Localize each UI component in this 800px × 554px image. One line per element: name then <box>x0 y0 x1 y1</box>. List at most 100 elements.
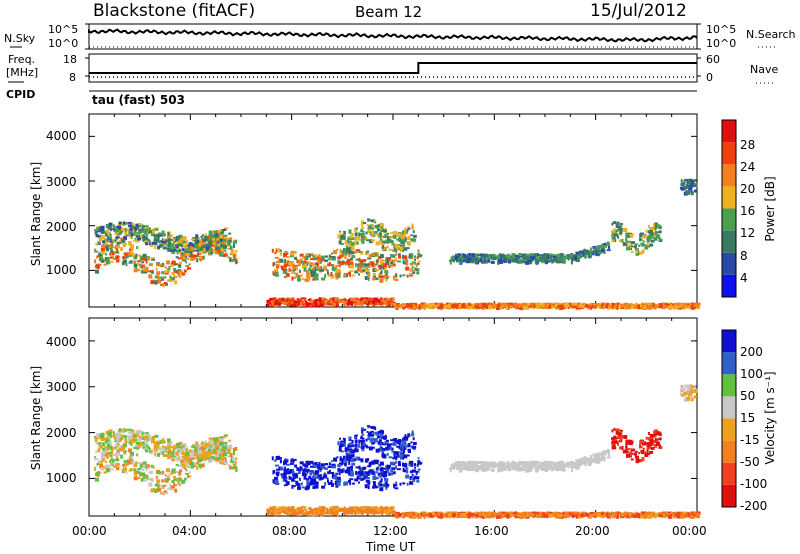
power-echo <box>290 253 295 256</box>
power-echo <box>232 249 235 254</box>
power-echo <box>573 254 577 258</box>
velocity-echo <box>277 511 282 514</box>
power-echo <box>217 243 221 247</box>
velocity-echo <box>293 509 296 512</box>
velocity-echo <box>305 510 308 513</box>
velocity-echo <box>148 434 151 437</box>
velocity-echo <box>116 467 119 471</box>
power-echo <box>222 228 227 231</box>
velocity-echo <box>402 437 405 442</box>
velocity-echo <box>471 461 475 465</box>
power-echo <box>169 239 173 241</box>
velocity-echo <box>126 435 130 439</box>
power-echo <box>449 260 452 265</box>
velocity-echo <box>388 509 392 513</box>
velocity-echo <box>185 455 190 459</box>
power-echo <box>214 234 218 238</box>
power-echo <box>403 242 405 246</box>
power-echo <box>171 249 176 254</box>
power-echo <box>656 231 659 234</box>
power-echo <box>385 277 388 282</box>
power-echo <box>379 297 383 302</box>
power-echo <box>543 254 546 258</box>
velocity-echo <box>160 472 163 475</box>
power-echo <box>328 254 331 258</box>
velocity-echo <box>314 470 318 475</box>
power-echo <box>597 252 602 255</box>
velocity-echo <box>356 458 360 461</box>
velocity-echo <box>278 506 282 510</box>
velocity-echo <box>390 506 395 511</box>
power-echo <box>335 269 338 274</box>
velocity-echo <box>119 435 122 439</box>
velocity-echo <box>386 439 389 442</box>
velocity-echo <box>111 435 116 438</box>
power-echo <box>337 256 342 260</box>
power-echo <box>203 236 208 241</box>
power-echo <box>127 241 132 246</box>
velocity-echo <box>183 477 187 481</box>
power-echo <box>359 267 362 271</box>
power-echo <box>382 240 386 244</box>
power-echo <box>471 259 475 264</box>
velocity-echo <box>317 474 322 478</box>
velocity-echo <box>221 449 226 453</box>
power-echo <box>653 223 655 227</box>
power-echo <box>511 253 515 258</box>
power-echo <box>143 240 148 244</box>
power-echo <box>235 249 238 253</box>
power-echo <box>649 243 654 247</box>
velocity-echo <box>304 464 309 468</box>
power-echo <box>314 254 318 258</box>
power-echo <box>344 303 347 306</box>
velocity-echo <box>577 463 581 467</box>
velocity-echo <box>142 441 145 446</box>
velocity-echo <box>176 442 181 446</box>
power-echo <box>289 268 292 272</box>
power-echo <box>384 233 387 237</box>
power-echo <box>285 302 289 306</box>
velocity-echo <box>109 445 112 450</box>
power-echo <box>193 257 197 260</box>
power-echo <box>128 234 132 238</box>
power-echo <box>477 257 481 262</box>
power-echo <box>645 229 648 233</box>
velocity-echo <box>415 476 420 480</box>
velocity-echo <box>321 509 326 513</box>
velocity-echo <box>188 449 192 453</box>
velocity-echo <box>203 455 206 460</box>
velocity-echo <box>396 440 401 444</box>
velocity-echo <box>371 460 375 464</box>
power-echo <box>111 243 114 247</box>
velocity-echo <box>205 454 210 458</box>
velocity-echo <box>456 465 459 468</box>
velocity-echo <box>592 453 597 457</box>
velocity-echo <box>394 487 399 490</box>
velocity-echo <box>326 477 329 480</box>
power-echo <box>386 232 389 235</box>
power-echo <box>164 270 168 274</box>
velocity-echo <box>504 466 509 470</box>
velocity-echo <box>177 449 180 452</box>
power-echo <box>618 225 623 228</box>
power-echo <box>490 258 494 261</box>
velocity-echo <box>648 442 652 447</box>
velocity-echo <box>314 484 319 489</box>
velocity-echo <box>286 508 289 511</box>
power-echo <box>279 301 282 304</box>
velocity-echo <box>412 437 415 441</box>
velocity-echo <box>611 446 615 450</box>
velocity-echo <box>222 446 227 450</box>
power-echo <box>208 230 212 234</box>
velocity-echo <box>364 484 368 489</box>
power-echo <box>154 245 157 250</box>
power-echo <box>628 233 633 238</box>
power-echo <box>116 231 120 234</box>
velocity-echo <box>558 468 562 471</box>
velocity-echo <box>409 481 412 483</box>
velocity-echo <box>379 467 384 472</box>
velocity-echo <box>379 483 383 487</box>
velocity-echo <box>173 471 176 474</box>
power-echo <box>173 263 176 266</box>
power-echo <box>368 225 372 230</box>
